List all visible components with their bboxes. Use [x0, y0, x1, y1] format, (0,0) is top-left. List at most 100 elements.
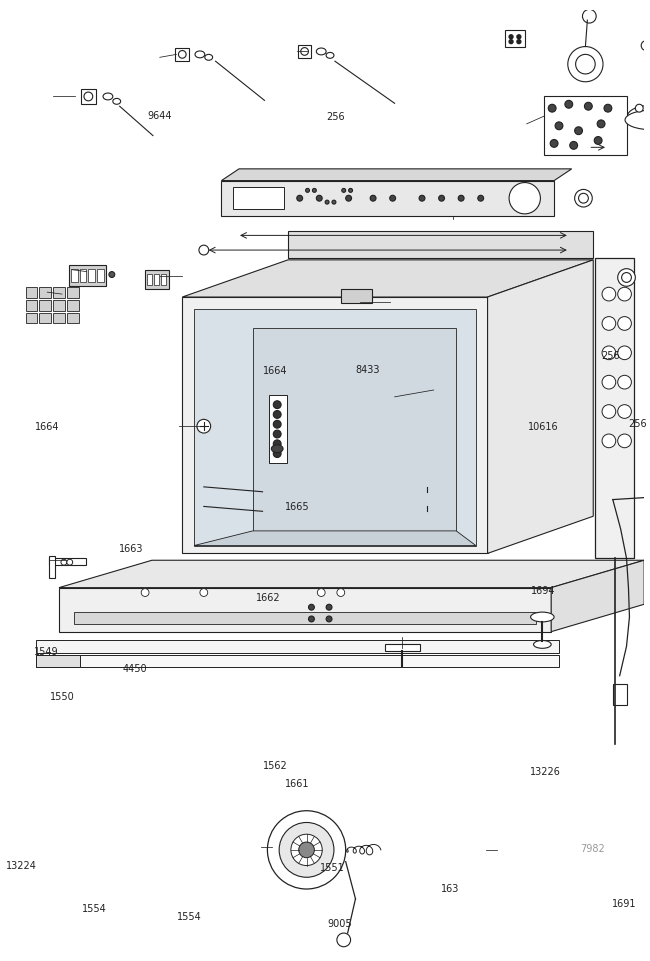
- Circle shape: [273, 410, 281, 418]
- Circle shape: [641, 40, 650, 51]
- Bar: [26, 312, 38, 324]
- Bar: [67, 300, 79, 310]
- Circle shape: [332, 200, 336, 204]
- Circle shape: [555, 122, 563, 130]
- Circle shape: [279, 823, 334, 877]
- Bar: [26, 300, 38, 310]
- Bar: [79, 269, 86, 283]
- Text: 1691: 1691: [612, 899, 636, 909]
- Circle shape: [578, 193, 588, 203]
- Circle shape: [419, 195, 425, 201]
- Polygon shape: [253, 329, 456, 530]
- Circle shape: [602, 434, 616, 448]
- Circle shape: [602, 405, 616, 418]
- Polygon shape: [59, 560, 644, 587]
- Ellipse shape: [103, 93, 113, 100]
- Bar: [154, 274, 159, 285]
- Circle shape: [458, 195, 464, 201]
- Bar: [71, 269, 77, 283]
- Circle shape: [602, 287, 616, 301]
- Circle shape: [348, 188, 352, 192]
- Text: 1694: 1694: [531, 586, 555, 597]
- Circle shape: [301, 48, 309, 56]
- Circle shape: [517, 39, 521, 43]
- Text: 1550: 1550: [49, 692, 74, 702]
- Circle shape: [618, 376, 631, 389]
- Bar: [40, 300, 51, 310]
- Ellipse shape: [625, 111, 650, 130]
- Text: 10616: 10616: [528, 422, 559, 431]
- Text: 256: 256: [628, 419, 647, 429]
- Bar: [40, 287, 51, 298]
- Circle shape: [297, 195, 303, 201]
- Circle shape: [635, 105, 643, 112]
- Text: 1549: 1549: [34, 647, 58, 656]
- Circle shape: [618, 269, 635, 286]
- Circle shape: [594, 136, 602, 144]
- Text: 1664: 1664: [35, 422, 59, 431]
- Bar: [69, 264, 106, 286]
- Circle shape: [67, 559, 73, 565]
- Bar: [288, 231, 593, 258]
- Polygon shape: [194, 530, 476, 546]
- Bar: [49, 556, 55, 578]
- Circle shape: [582, 10, 596, 23]
- Bar: [161, 274, 166, 285]
- Circle shape: [568, 46, 603, 82]
- Circle shape: [570, 141, 578, 149]
- Circle shape: [342, 188, 346, 192]
- Circle shape: [565, 100, 573, 109]
- Circle shape: [306, 188, 309, 192]
- Polygon shape: [551, 560, 644, 631]
- Ellipse shape: [205, 55, 213, 61]
- Bar: [67, 287, 79, 298]
- Text: 8433: 8433: [355, 365, 380, 376]
- Bar: [73, 612, 536, 624]
- Circle shape: [325, 200, 329, 204]
- Bar: [26, 287, 38, 298]
- Polygon shape: [59, 587, 551, 631]
- Text: 1662: 1662: [256, 593, 281, 604]
- Circle shape: [621, 273, 631, 283]
- Circle shape: [550, 139, 558, 147]
- Bar: [505, 30, 525, 46]
- Bar: [81, 88, 96, 105]
- Text: 1664: 1664: [263, 366, 287, 377]
- Bar: [298, 44, 311, 59]
- Circle shape: [517, 35, 521, 38]
- Ellipse shape: [530, 612, 554, 622]
- Bar: [544, 96, 627, 155]
- Polygon shape: [222, 181, 554, 216]
- Bar: [595, 258, 634, 558]
- Text: 1562: 1562: [263, 761, 287, 772]
- Text: 1554: 1554: [177, 912, 202, 922]
- Circle shape: [197, 419, 211, 433]
- Bar: [53, 287, 65, 298]
- Bar: [341, 289, 372, 303]
- Circle shape: [291, 834, 322, 866]
- Circle shape: [309, 616, 315, 622]
- Circle shape: [439, 195, 445, 201]
- Text: 1663: 1663: [120, 544, 144, 554]
- Text: 9644: 9644: [148, 111, 172, 121]
- Bar: [36, 655, 79, 667]
- Circle shape: [618, 287, 631, 301]
- Bar: [145, 270, 168, 289]
- Ellipse shape: [271, 445, 283, 453]
- Bar: [385, 645, 420, 652]
- Circle shape: [337, 589, 344, 597]
- Circle shape: [317, 195, 322, 201]
- Ellipse shape: [113, 98, 121, 105]
- Bar: [36, 655, 559, 667]
- Bar: [40, 312, 51, 324]
- Circle shape: [309, 604, 315, 610]
- Text: 163: 163: [441, 883, 459, 894]
- Circle shape: [61, 559, 67, 565]
- Text: 1551: 1551: [320, 863, 345, 873]
- Text: 9005: 9005: [328, 920, 352, 929]
- Circle shape: [199, 245, 209, 255]
- Circle shape: [575, 189, 592, 207]
- Circle shape: [597, 120, 605, 128]
- Circle shape: [273, 450, 281, 457]
- Circle shape: [109, 272, 115, 278]
